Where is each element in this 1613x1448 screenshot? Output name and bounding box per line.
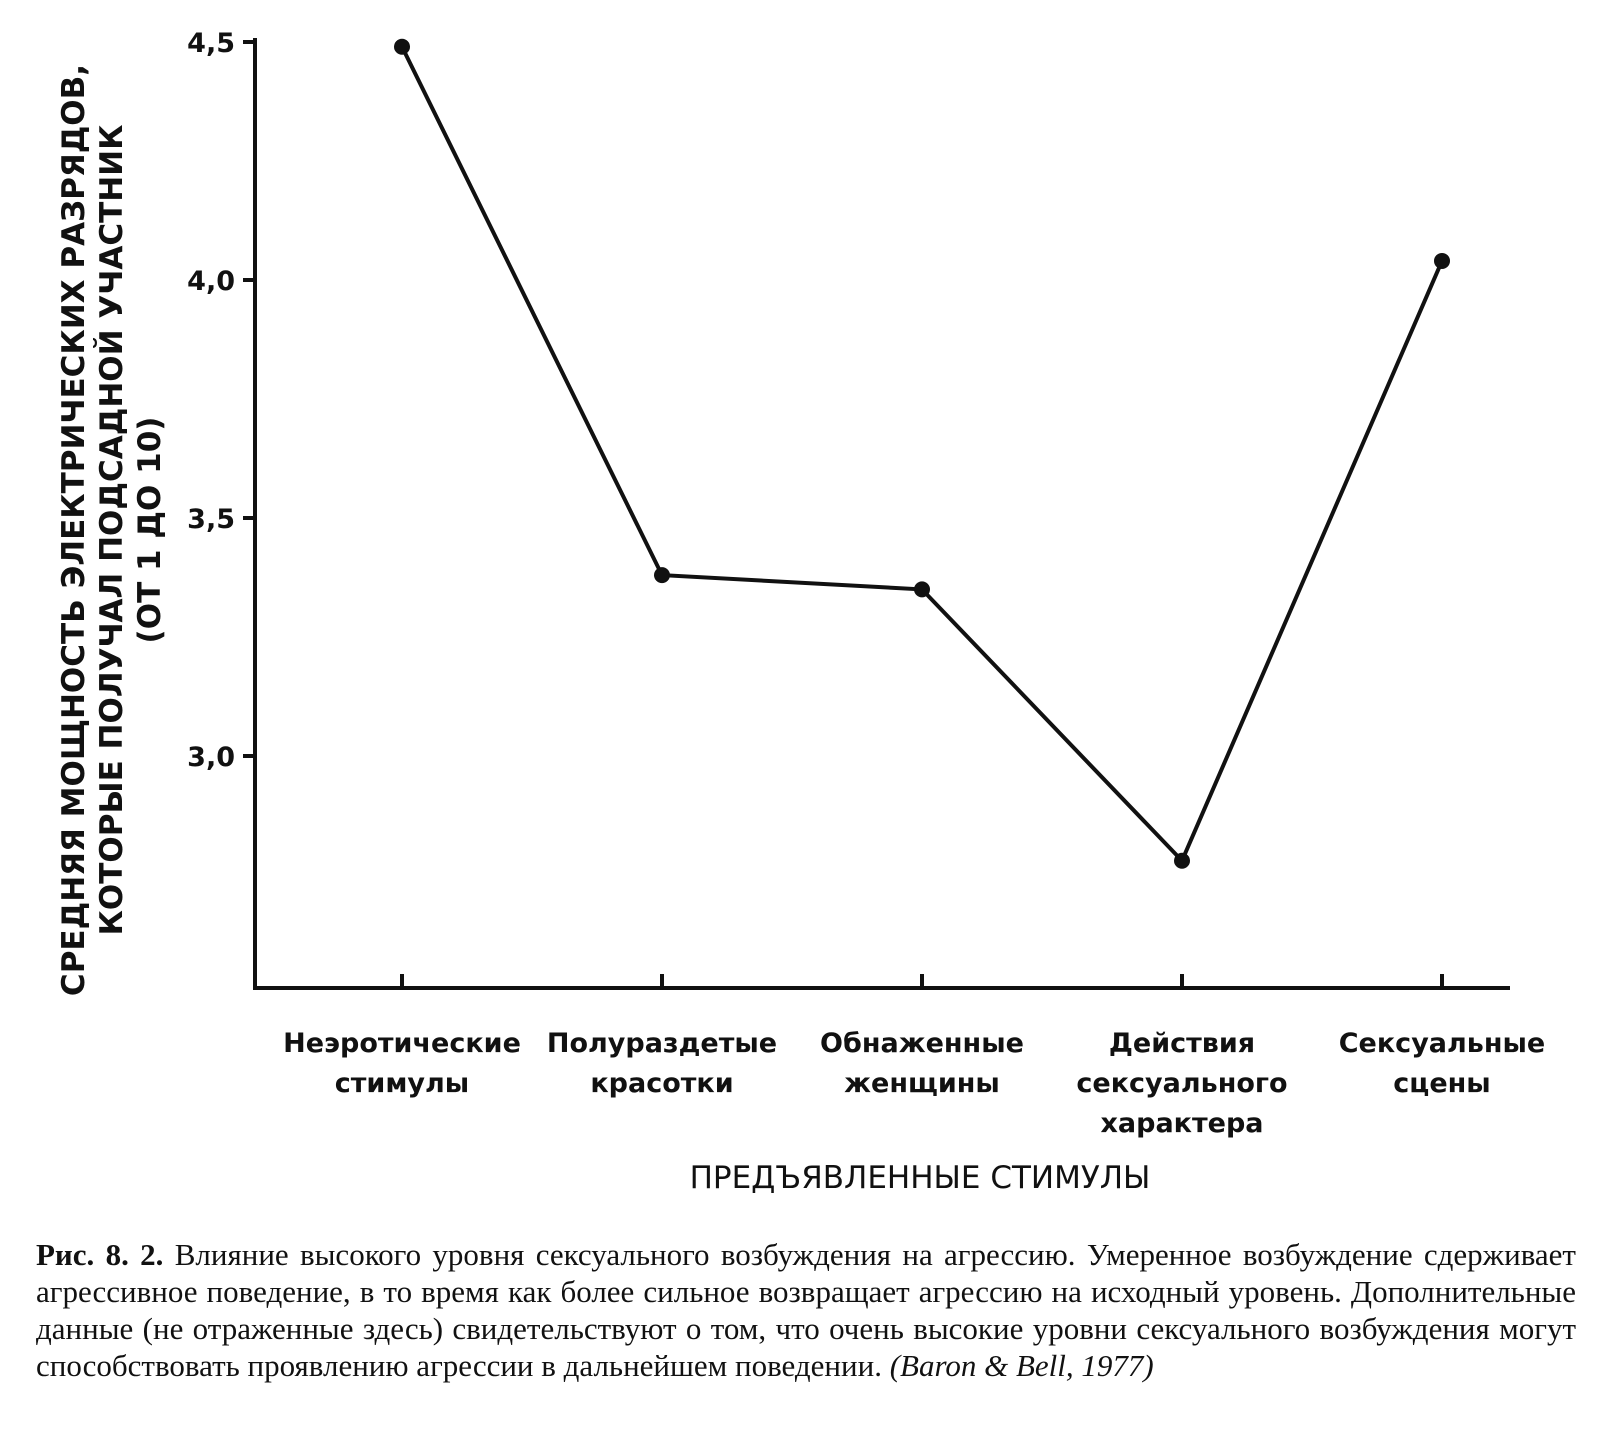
x-category-label-line: Полураздетые [547, 1028, 777, 1059]
x-category-label-line: сексуального [1076, 1068, 1287, 1099]
figure-caption: Рис. 8. 2. Влияние высокого уровня сексу… [36, 1236, 1576, 1384]
x-axis-title: ПРЕДЪЯВЛЕННЫЕ СТИМУЛЫ [690, 1160, 1151, 1196]
data-point [654, 567, 670, 584]
y-axis-title-line: СРЕДНЯЯ МОЩНОСТЬ ЭЛЕКТРИЧЕСКИХ РАЗРЯДОВ, [56, 64, 92, 996]
y-tick-label: 4,0 [187, 266, 235, 297]
y-axis-title-line: КОТОРЫЕ ПОЛУЧАЛ ПОДСАДНОЙ УЧАСТНИК [94, 125, 130, 936]
x-category-label-line: женщины [844, 1068, 1000, 1099]
x-category-label-line: характера [1100, 1108, 1263, 1139]
x-category-label: Обнаженные женщины [820, 1028, 1024, 1099]
x-category-label: Действия сексуального характера [1076, 1028, 1287, 1139]
x-ticks [400, 974, 1444, 988]
x-category-label: Неэротические стимулы [283, 1028, 521, 1099]
y-axis-title: СРЕДНЯЯ МОЩНОСТЬ ЭЛЕКТРИЧЕСКИХ РАЗРЯДОВ,… [56, 64, 168, 996]
x-category-label-line: Действия [1109, 1028, 1255, 1059]
x-category-label: Полураздетые красотки [547, 1028, 777, 1099]
caption-text: Влияние высокого уровня сексуального воз… [36, 1237, 1576, 1383]
x-category-label-line: красотки [590, 1068, 733, 1099]
caption-label: Рис. 8. 2. [36, 1237, 164, 1272]
data-point [1434, 252, 1450, 269]
y-tick-label: 4,5 [187, 28, 235, 59]
data-point [914, 581, 930, 598]
series-line [400, 45, 1444, 865]
data-point [1174, 852, 1190, 869]
y-ticks: 4,5 4,0 3,5 3,0 [187, 28, 255, 773]
x-category-labels: Неэротические стимулы Полураздетые красотки… [283, 1028, 1545, 1139]
x-category-label-line: Сексуальные [1339, 1028, 1546, 1059]
y-tick-label: 3,5 [187, 504, 235, 535]
x-category-label-line: Неэротические [283, 1028, 521, 1059]
caption-citation: (Baron & Bell, 1977) [889, 1348, 1154, 1383]
y-axis-title-line: (ОТ 1 ДО 10) [132, 417, 168, 644]
data-point [394, 38, 410, 55]
y-tick-label: 3,0 [187, 742, 235, 773]
x-category-label-line: Обнаженные [820, 1028, 1024, 1059]
x-category-label: Сексуальные сцены [1339, 1028, 1546, 1099]
x-category-label-line: сцены [1393, 1068, 1490, 1099]
x-category-label-line: стимулы [335, 1068, 469, 1099]
data-points [394, 38, 1450, 869]
